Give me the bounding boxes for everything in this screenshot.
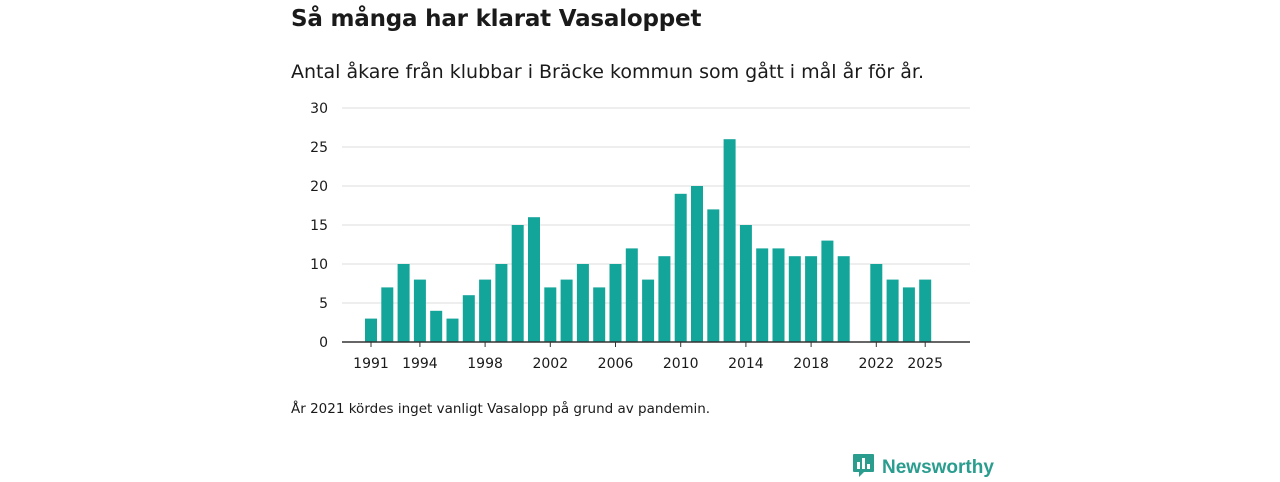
x-tick-label: 2022 <box>858 356 894 372</box>
bar <box>381 287 394 342</box>
bar <box>658 256 671 342</box>
y-tick-label: 20 <box>310 179 328 195</box>
bar <box>576 264 589 342</box>
bar <box>495 264 508 342</box>
x-tick-label: 2014 <box>728 356 764 372</box>
x-tick-label: 1994 <box>402 356 438 372</box>
bar <box>462 295 475 342</box>
chart-footnote: År 2021 kördes inget vanligt Vasalopp på… <box>291 401 711 417</box>
bar <box>560 279 573 342</box>
bar <box>413 279 426 342</box>
y-tick-label: 0 <box>319 335 328 351</box>
chart-title: Så många har klarat Vasaloppet <box>291 6 702 32</box>
bar <box>674 193 687 342</box>
bar <box>919 279 932 342</box>
newsworthy-logo-icon <box>852 453 875 482</box>
x-tick-label: 2002 <box>532 356 568 372</box>
y-tick-label: 30 <box>310 101 328 117</box>
brand-logo: Newsworthy <box>852 453 994 482</box>
x-tick-label: 1991 <box>353 356 389 372</box>
y-tick-label: 5 <box>319 296 328 312</box>
bar <box>609 264 622 342</box>
bar <box>870 264 883 342</box>
bar <box>511 225 524 342</box>
x-tick-label: 2025 <box>907 356 943 372</box>
x-tick-label: 2006 <box>598 356 634 372</box>
y-tick-label: 15 <box>310 218 328 234</box>
bar <box>821 240 834 342</box>
bar <box>691 186 703 342</box>
bar <box>788 256 801 342</box>
x-tick-label: 2010 <box>663 356 699 372</box>
chart-subtitle: Antal åkare från klubbar i Bräcke kommun… <box>291 61 925 83</box>
y-tick-label: 10 <box>310 257 328 273</box>
bar <box>723 139 736 342</box>
bar <box>886 279 899 342</box>
bar <box>365 318 377 342</box>
bar <box>593 287 606 342</box>
bar <box>528 217 540 342</box>
x-tick-label: 2018 <box>793 356 829 372</box>
bar <box>642 279 655 342</box>
bar <box>772 248 785 342</box>
bar <box>756 248 769 342</box>
bar <box>625 248 638 342</box>
bar <box>739 225 752 342</box>
bar <box>430 310 443 342</box>
brand-name: Newsworthy <box>882 456 994 478</box>
y-tick-label: 25 <box>310 140 328 156</box>
bar <box>479 279 492 342</box>
bar <box>805 256 818 342</box>
bar <box>544 287 557 342</box>
bar <box>707 209 720 342</box>
x-tick-label: 1998 <box>467 356 503 372</box>
bar <box>446 318 459 342</box>
bar <box>902 287 915 342</box>
bar <box>397 264 410 342</box>
bar <box>837 256 850 342</box>
